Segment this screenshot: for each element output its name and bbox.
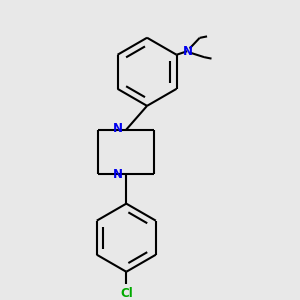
Text: Cl: Cl (120, 286, 133, 300)
Text: N: N (113, 122, 123, 135)
Text: N: N (183, 45, 193, 58)
Text: N: N (113, 168, 123, 182)
